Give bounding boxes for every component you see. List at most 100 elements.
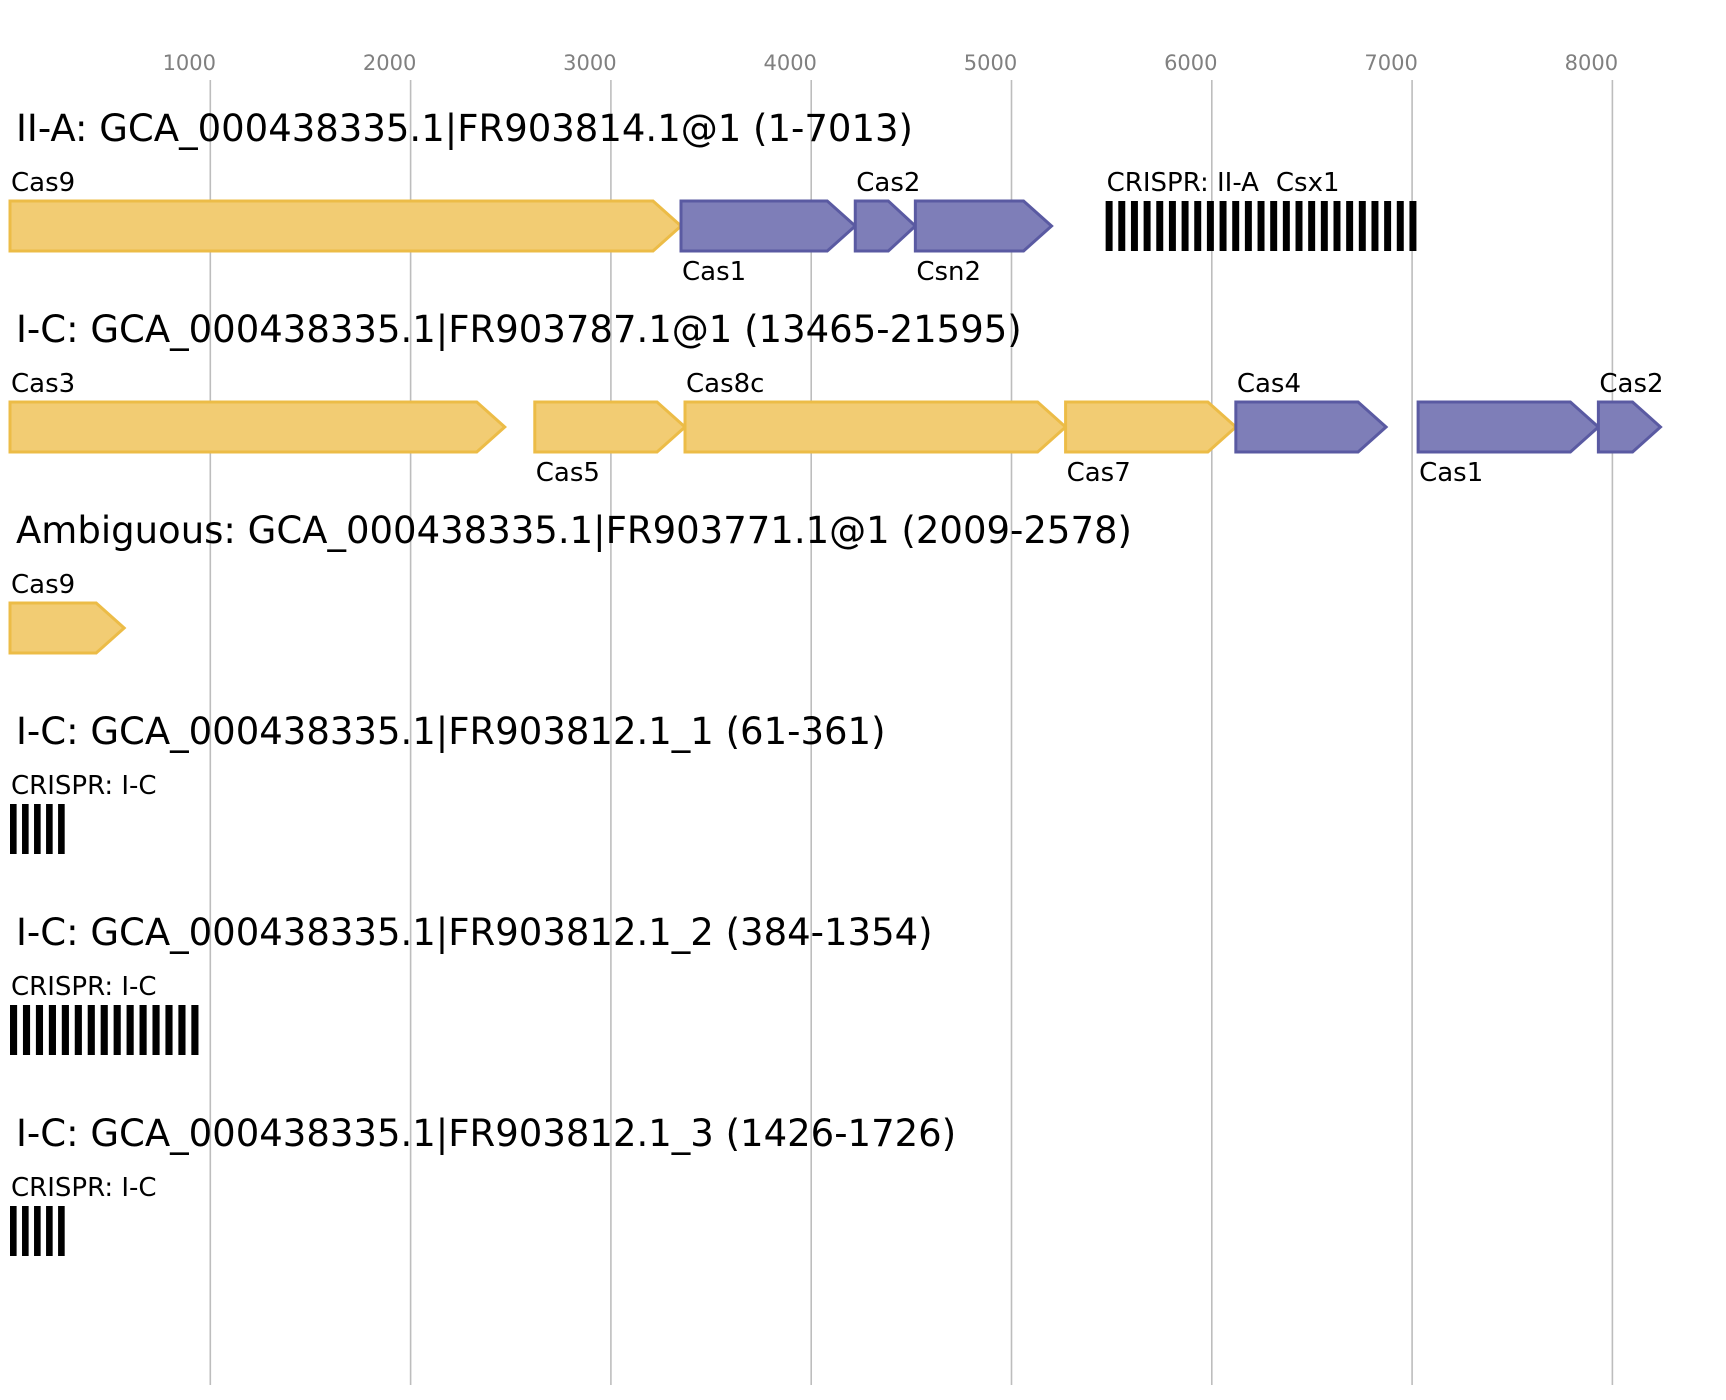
tick-label: 5000 [964,51,1017,75]
gene-arrow [1234,400,1389,454]
gene-label: Cas2 [1599,369,1663,399]
grid-layer [209,80,1614,1385]
tick-label: 8000 [1565,51,1618,75]
crispr-repeat [1308,201,1316,251]
track-title: II-A: GCA_000438335.1|FR903814.1@1 (1-70… [16,107,913,150]
crispr-repeat [48,1005,56,1055]
gene-label: Cas1 [1419,458,1483,488]
crispr-repeat [46,804,53,854]
gene-arrow [8,199,684,253]
crispr-repeat [1206,201,1214,251]
tick-label: 1000 [163,51,216,75]
gene-arrow [683,400,1068,454]
crispr-repeat [1244,201,1252,251]
crispr-repeat [1118,201,1126,251]
gene-arrow [1596,400,1663,454]
crispr-label: CRISPR: II-A [1107,168,1260,198]
track-title: Ambiguous: GCA_000438335.1|FR903771.1@1 … [16,509,1132,552]
crispr-repeat [87,1005,95,1055]
gene-label: Cas4 [1237,369,1301,399]
track-title: I-C: GCA_000438335.1|FR903787.1@1 (13465… [16,308,1022,351]
gene-label: Cas8c [686,369,764,399]
crispr-repeat [1333,201,1341,251]
crispr-repeat [165,1005,173,1055]
gene-label: Cas1 [682,257,746,287]
tick-label: 2000 [363,51,416,75]
gene-arrow [1416,400,1601,454]
crispr-repeat [1346,201,1354,251]
crispr-repeat [10,1005,18,1055]
crispr-repeat [10,804,17,854]
crispr-repeat [1105,201,1113,251]
gene-label: Cas5 [536,458,600,488]
crispr-repeat [1130,201,1138,251]
crispr-repeat [58,804,65,854]
tracks-layer: II-A: GCA_000438335.1|FR903814.1@1 (1-70… [8,107,1664,1256]
gene-label: Cas2 [856,168,920,198]
crispr-repeat [1320,201,1328,251]
track: I-C: GCA_000438335.1|FR903812.1_2 (384-1… [10,911,933,1055]
crispr-repeat [1232,201,1240,251]
track-title: I-C: GCA_000438335.1|FR903812.1_3 (1426-… [16,1112,956,1155]
tick-label: 3000 [563,51,616,75]
crispr-repeat [139,1005,147,1055]
axis-tick-labels: 1000 2000 3000 4000 5000 6000 7000 8000 [163,51,1619,75]
gene-label: Cas9 [11,168,75,198]
crispr-repeat [1143,201,1151,251]
gene-arrow [8,601,127,655]
track: I-C: GCA_000438335.1|FR903812.1_1 (61-36… [10,710,886,854]
gene-label: Csx1 [1276,168,1340,198]
track-title: I-C: GCA_000438335.1|FR903812.1_1 (61-36… [16,710,886,753]
gene-arrow [913,199,1054,253]
crispr-repeat [61,1005,69,1055]
crispr-repeat [58,1206,65,1256]
crispr-repeat [1257,201,1265,251]
crispr-repeat [113,1005,121,1055]
gene-arrow [8,400,507,454]
crispr-repeat [1168,201,1176,251]
crispr-repeat [1219,201,1227,251]
crispr-repeat [22,1206,29,1256]
crispr-repeat [10,1206,17,1256]
gene-arrow [1064,400,1239,454]
crispr-repeat [1282,201,1290,251]
crispr-repeat [178,1005,186,1055]
track: II-A: GCA_000438335.1|FR903814.1@1 (1-70… [8,107,1417,287]
crispr-repeat [1371,201,1379,251]
crispr-repeat [1156,201,1164,251]
crispr-repeat [1358,201,1366,251]
crispr-repeat [100,1005,108,1055]
crispr-repeat [22,804,29,854]
crispr-label: CRISPR: I-C [11,972,157,1002]
gene-label: Cas3 [11,369,75,399]
crispr-repeat [46,1206,53,1256]
gene-arrow [853,199,918,253]
track-title: I-C: GCA_000438335.1|FR903812.1_2 (384-1… [16,911,933,954]
gene-label: Cas9 [11,570,75,600]
track: I-C: GCA_000438335.1|FR903787.1@1 (13465… [8,308,1664,488]
track: I-C: GCA_000438335.1|FR903812.1_3 (1426-… [10,1112,956,1256]
tick-label: 7000 [1364,51,1417,75]
crispr-repeat [35,1005,44,1055]
crispr-repeat [1194,201,1202,251]
crispr-repeat [1295,201,1303,251]
crispr-repeat [1181,201,1189,251]
track: Ambiguous: GCA_000438335.1|FR903771.1@1 … [8,509,1132,655]
crispr-repeat [34,1206,41,1256]
crispr-repeat [1396,201,1404,251]
gene-label: Csn2 [916,257,981,287]
gene-arrow [679,199,858,253]
crispr-repeat [22,1005,31,1055]
crispr-repeat [191,1005,199,1055]
crispr-repeat [126,1005,134,1055]
crispr-repeat [1409,201,1417,251]
crispr-repeat [1384,201,1392,251]
crispr-repeat [152,1005,160,1055]
crispr-repeat [34,804,41,854]
crispr-repeat [74,1005,82,1055]
tick-label: 4000 [763,51,816,75]
crispr-repeat [1270,201,1278,251]
tick-label: 6000 [1164,51,1217,75]
gene-arrow [533,400,688,454]
